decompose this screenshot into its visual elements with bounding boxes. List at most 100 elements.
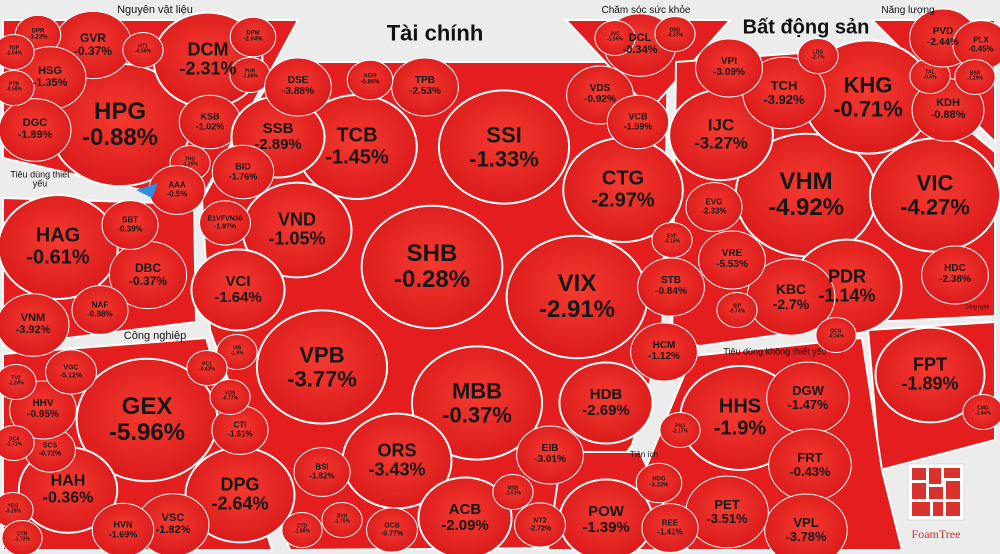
tile-scs[interactable]: SCS -0.72% xyxy=(39,442,61,457)
tile-agr[interactable]: AGR -0.86% xyxy=(360,74,379,87)
tile-pnj[interactable]: PNJ -2.17% xyxy=(672,424,688,436)
tile-dpg[interactable]: DPG -2.64% xyxy=(211,475,268,515)
tile-e1vfvn30[interactable]: E1VFVN30 -1.97% xyxy=(207,215,242,230)
tile-dse[interactable]: DSE -3.88% xyxy=(282,75,314,98)
tile-ctg[interactable]: CTG -2.97% xyxy=(591,168,654,211)
tile-cell-qcg[interactable] xyxy=(815,317,857,353)
tile-cell-dse[interactable] xyxy=(264,57,332,117)
tile-eib[interactable]: EIB -3.01% xyxy=(534,443,566,466)
tile-tch[interactable]: TCH -3.92% xyxy=(763,78,804,107)
tile-vpi[interactable]: VPI -3.09% xyxy=(713,56,745,79)
tile-cell-ctr[interactable] xyxy=(1,520,43,554)
tile-frt[interactable]: FRT -0.43% xyxy=(789,450,830,479)
tile-cell-dpm[interactable] xyxy=(229,16,277,58)
tile-cell-hdg[interactable] xyxy=(635,462,683,504)
tile-hhv[interactable]: HHV -0.95% xyxy=(27,398,59,421)
tile-cell-msb[interactable] xyxy=(492,474,534,510)
tile-dgw[interactable]: DGW -1.47% xyxy=(787,383,828,412)
tile-cell-vpl[interactable] xyxy=(764,493,848,554)
tile-vic[interactable]: VIC -4.27% xyxy=(900,171,970,219)
tile-cell-evg[interactable] xyxy=(685,182,743,232)
tile-dbc[interactable]: DBC -0.37% xyxy=(129,262,167,288)
tile-vos[interactable]: VOS -0.77% xyxy=(222,391,238,403)
tile-pet[interactable]: PET -3.51% xyxy=(706,497,747,526)
tile-gex[interactable]: GEX -5.96% xyxy=(109,394,185,446)
tile-cell-evf[interactable] xyxy=(651,222,693,258)
tile-evg[interactable]: EVG -2.33% xyxy=(701,198,726,215)
tile-ldg[interactable]: LDG -2.7% xyxy=(811,50,824,62)
tile-tcb[interactable]: TCB -1.45% xyxy=(325,125,388,168)
tile-phr[interactable]: PHR -1.88% xyxy=(242,69,258,81)
tile-sbt[interactable]: SBT -0.39% xyxy=(117,216,142,233)
tile-nt2[interactable]: NT2 -2.72% xyxy=(529,517,551,532)
tile-dc4[interactable]: DC4 -1.71% xyxy=(6,437,22,449)
tile-cell-pnj[interactable] xyxy=(659,412,701,448)
tile-hcm[interactable]: HCM -1.12% xyxy=(648,340,680,363)
tile-jvc[interactable]: JVC -1.56% xyxy=(607,32,623,44)
tile-cell-cmg[interactable] xyxy=(962,394,1000,430)
tile-cell-vgc[interactable] xyxy=(45,349,97,395)
tile-hdb[interactable]: HDB -2.69% xyxy=(582,386,630,419)
tile-cell-ctd[interactable] xyxy=(281,512,323,548)
tile-vcb[interactable]: VCB -1.59% xyxy=(624,112,653,131)
tile-ssi[interactable]: SSI -1.33% xyxy=(469,123,539,171)
tile-cell-e1vfvn30[interactable] xyxy=(199,200,251,246)
tile-pow[interactable]: POW -1.39% xyxy=(582,503,630,536)
tile-cell-mbb[interactable] xyxy=(410,345,544,461)
tile-plx[interactable]: PLX -0.45% xyxy=(968,36,993,53)
tile-dgc[interactable]: DGC -1.89% xyxy=(18,117,53,142)
tile-ksb[interactable]: KSB -1.02% xyxy=(196,112,225,131)
tile-tpb[interactable]: TPB -2.53% xyxy=(409,75,441,98)
tile-cell-pc1[interactable] xyxy=(186,350,228,386)
tile-hhs[interactable]: HHS -1.9% xyxy=(714,396,766,439)
tile-dbd[interactable]: DBD -0.37% xyxy=(667,28,683,40)
tile-vds[interactable]: VDS -0.92% xyxy=(584,83,616,106)
tile-ssb[interactable]: SSB -2.89% xyxy=(254,120,302,153)
tile-mbb[interactable]: MBB -0.37% xyxy=(442,379,512,427)
tile-cell-bvh[interactable] xyxy=(321,502,363,538)
tile-cmg[interactable]: CMG -1.84% xyxy=(975,406,991,418)
tile-cell-sbt[interactable] xyxy=(101,200,159,250)
tile-vgc[interactable]: VGC -5.12% xyxy=(60,364,82,379)
tile-stb[interactable]: STB -0.84% xyxy=(655,275,687,298)
tile-vpb[interactable]: VPB -3.77% xyxy=(287,343,357,391)
tile-tdp[interactable]: TDP -2.04% xyxy=(6,46,22,58)
tile-cell-bid[interactable] xyxy=(211,144,275,200)
tile-hsg[interactable]: HSG -1.35% xyxy=(33,65,68,90)
tile-naf[interactable]: NAF -0.88% xyxy=(87,301,112,318)
tile-hdg[interactable]: HDG -3.22% xyxy=(649,477,668,490)
tile-pdr[interactable]: PDR -1.14% xyxy=(818,267,875,307)
tile-ctd[interactable]: CTD -1.88% xyxy=(294,524,310,536)
tile-cell-jvc[interactable] xyxy=(594,20,636,56)
tile-pc1[interactable]: PC1 -0.43% xyxy=(199,362,215,374)
tile-bsr[interactable]: BSR -1.29% xyxy=(967,71,983,83)
tile-khg[interactable]: KHG -0.71% xyxy=(833,73,903,121)
tile-hvn[interactable]: HVN -1.69% xyxy=(109,520,138,539)
tile-cti[interactable]: CTI -1.61% xyxy=(227,421,252,438)
tile-vpl[interactable]: VPL -3.78% xyxy=(785,515,826,544)
tile-cell-vos[interactable] xyxy=(209,379,251,415)
tile-tv2[interactable]: TV2 -1.24% xyxy=(8,376,24,388)
tile-cell-vci[interactable] xyxy=(190,248,286,332)
tile-vhm[interactable]: VHM -4.92% xyxy=(768,169,844,221)
tile-dcl[interactable]: DCL -0.34% xyxy=(623,32,658,57)
tile-tal[interactable]: TAL -0.6% xyxy=(923,70,936,82)
tile-cell-ldg[interactable] xyxy=(797,38,839,74)
tile-vnd[interactable]: VND -1.05% xyxy=(268,210,325,250)
tile-fpt[interactable]: FPT -1.89% xyxy=(901,355,958,395)
tile-cell-bsi[interactable] xyxy=(293,447,351,497)
tile-hag[interactable]: HAG -0.61% xyxy=(26,225,89,268)
tile-cell-hcm[interactable] xyxy=(630,322,698,382)
tile-dpm[interactable]: DPM -2.94% xyxy=(243,31,262,44)
tile-cell-ht1[interactable] xyxy=(122,32,164,68)
tile-cell-hdc[interactable] xyxy=(921,245,989,305)
tile-vsc[interactable]: VSC -1.82% xyxy=(156,512,191,537)
tile-cell-ree[interactable] xyxy=(641,503,699,553)
tile-thg[interactable]: THG -1.29% xyxy=(182,157,198,169)
tile-cell-vib[interactable] xyxy=(216,334,258,370)
tile-kbc[interactable]: KBC -2.7% xyxy=(773,281,810,312)
tile-cell-vpi[interactable] xyxy=(695,38,763,98)
tile-sip[interactable]: SIP -0.74% xyxy=(729,304,745,316)
tile-hdc[interactable]: HDC -2.38% xyxy=(939,263,971,286)
tile-vnm[interactable]: VNM -3.92% xyxy=(16,312,51,337)
